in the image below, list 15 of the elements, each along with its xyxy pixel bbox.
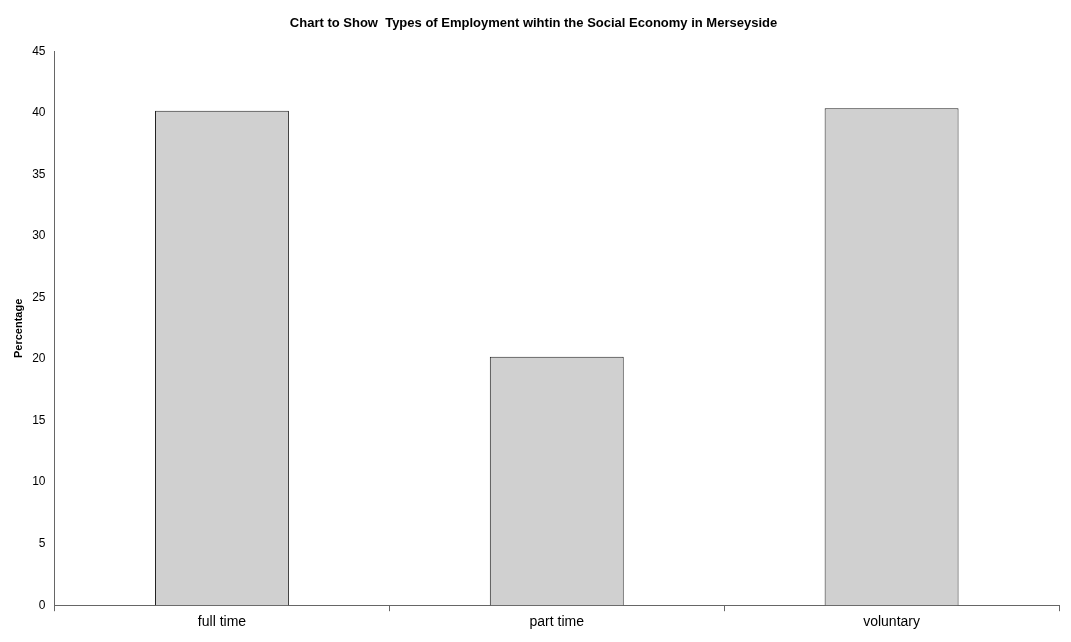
y-tick-label: 10 — [32, 474, 46, 489]
x-tick-label: voluntary — [863, 613, 920, 630]
x-tick-label: full time — [197, 613, 247, 630]
y-tick-label: 25 — [32, 289, 46, 304]
y-tick-label: 0 — [38, 597, 46, 612]
y-tick-label: 5 — [38, 536, 46, 550]
chart-title: Chart to Show Types of Employment wihtin the Social Economy in Merseyside — [289, 15, 778, 31]
y-tick-label: 45 — [32, 43, 46, 58]
y-tick-label: 20 — [32, 351, 46, 366]
y-tick-label: 40 — [32, 105, 46, 120]
y-tick-label: 15 — [32, 412, 46, 427]
y-tick-label: 30 — [32, 228, 46, 243]
y-tick-label: 35 — [32, 166, 46, 181]
y-axis-title: Percentage — [11, 298, 24, 359]
x-tick-label: part time — [529, 613, 585, 630]
